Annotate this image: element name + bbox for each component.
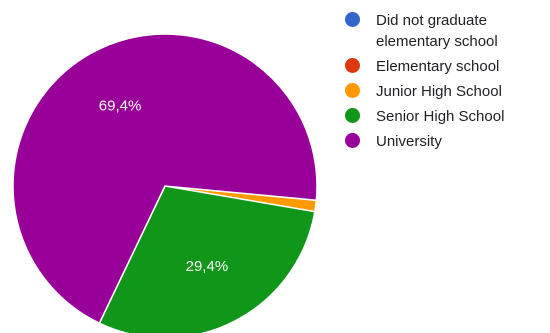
legend-label-did-not-graduate-elementary-school: Did not graduate elementary school <box>376 12 498 50</box>
legend-swatch-did-not-graduate-elementary-school <box>345 12 360 27</box>
pie-slice-university <box>12 33 318 325</box>
legend-swatch-university <box>345 133 360 148</box>
legend-label-junior-high-school: Junior High School <box>376 83 502 100</box>
legend-item-did-not-graduate-elementary-school: Did not graduate elementary school <box>345 10 550 52</box>
pie-chart: 29,4% 69,4% <box>12 33 318 333</box>
pie-slice-senior-high-school <box>98 185 316 333</box>
legend-label-university: University <box>376 133 442 150</box>
legend-label-senior-high-school: Senior High School <box>376 108 505 125</box>
legend-swatch-junior-high-school <box>345 83 360 98</box>
legend: Did not graduate elementary school Element… <box>345 10 550 156</box>
data-label-university: 69,4% <box>99 98 142 115</box>
legend-swatch-elementary-school <box>345 58 360 73</box>
legend-item-senior-high-school: Senior High School <box>345 106 550 127</box>
legend-item-junior-high-school: Junior High School <box>345 81 550 102</box>
legend-swatch-senior-high-school <box>345 108 360 123</box>
legend-label-elementary-school: Elementary school <box>376 58 500 75</box>
legend-item-university: University <box>345 131 550 152</box>
legend-item-elementary-school: Elementary school <box>345 56 550 77</box>
data-label-senior-high-school: 29,4% <box>186 258 229 275</box>
